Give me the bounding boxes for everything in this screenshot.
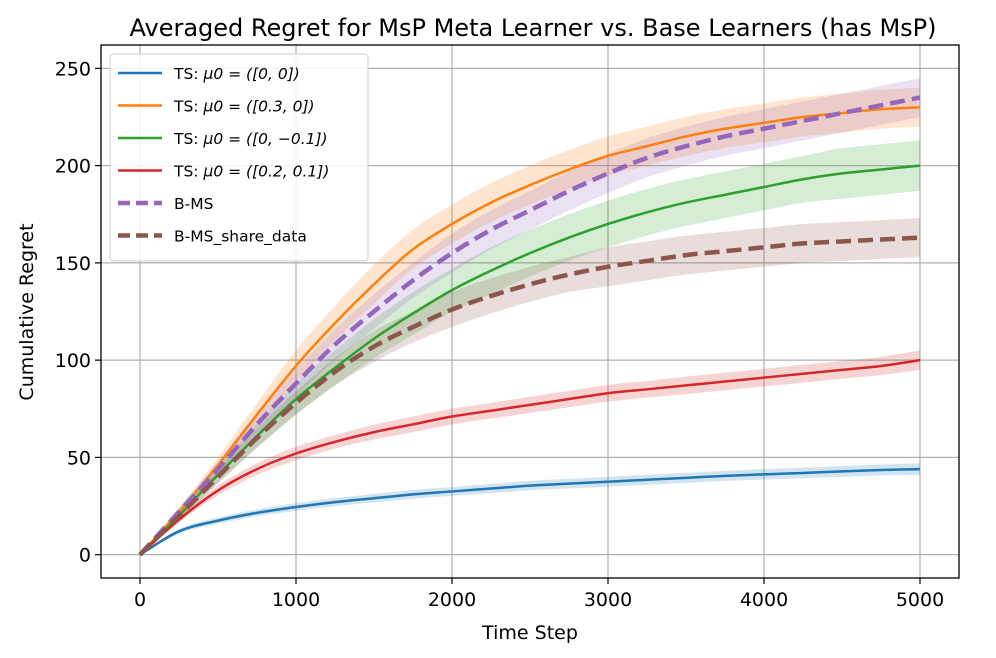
x-axis-label: Time Step	[481, 622, 578, 644]
legend-label-5: B-MS	[174, 195, 213, 213]
series-line-2	[139, 106, 921, 556]
y-axis-label: Cumulative Regret	[16, 223, 38, 400]
legend-label-6: B-MS_share_data	[174, 228, 307, 247]
x-tick-label: 0	[134, 589, 146, 611]
series-band-3	[140, 140, 920, 556]
series-lines	[138, 95, 921, 557]
x-tick-label: 2000	[428, 589, 476, 611]
legend-label-4: TS: μ0 = ([0.2, 0.1])	[173, 163, 329, 181]
series-band-4	[140, 350, 920, 556]
y-tick-label: 250	[55, 58, 91, 80]
series-band-5	[140, 78, 920, 556]
series-band-1	[140, 463, 920, 556]
y-tick-label: 200	[55, 156, 91, 178]
y-tick-label: 150	[55, 253, 91, 275]
series-line-1	[139, 467, 921, 556]
x-axis-ticks: 0 1000 2000 3000 4000 5000	[134, 578, 944, 611]
x-tick-label: 3000	[584, 589, 632, 611]
y-tick-label: 0	[79, 545, 91, 567]
series-band-6	[140, 218, 920, 556]
plot-frame	[100, 44, 960, 579]
y-axis-ticks: 0 50 100 150 200 250	[55, 58, 101, 567]
x-tick-label: 5000	[896, 589, 944, 611]
x-tick-label: 4000	[740, 589, 788, 611]
chart-title: Averaged Regret for MsP Meta Learner vs.…	[130, 14, 937, 42]
legend-label-3: TS: μ0 = ([0, −0.1])	[173, 130, 328, 148]
series-line-6	[138, 235, 921, 557]
legend-label-1: TS: μ0 = ([0, 0])	[173, 65, 300, 83]
legend-box	[109, 53, 369, 262]
series-band-2	[140, 87, 920, 556]
legend-label-2: TS: μ0 = ([0.3, 0])	[173, 98, 315, 116]
legend: TS: μ0 = ([0, 0]) TS: μ0 = ([0.3, 0]) TS: …	[109, 53, 369, 262]
series-line-4	[139, 358, 921, 556]
series-line-5	[138, 95, 921, 557]
y-tick-label: 50	[67, 447, 91, 469]
x-tick-label: 1000	[272, 589, 320, 611]
y-tick-label: 100	[55, 350, 91, 372]
